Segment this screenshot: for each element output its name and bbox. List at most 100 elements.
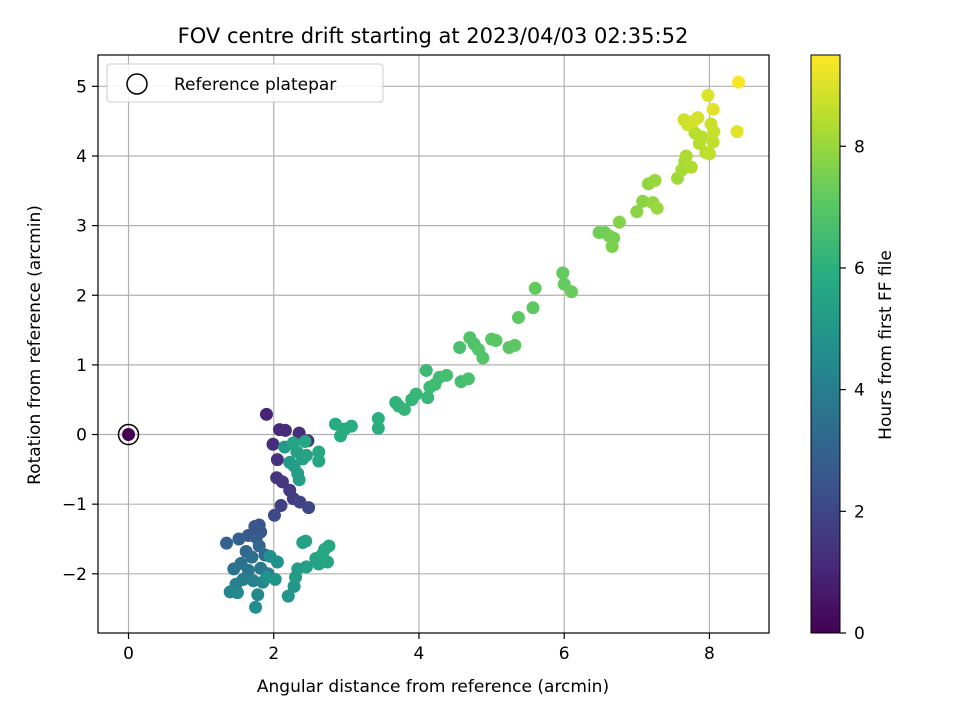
colorbar-label: Hours from first FF file [876,250,896,440]
reference-point [122,428,135,442]
data-point [267,508,281,522]
data-point [220,536,234,550]
data-point [461,372,475,386]
data-point [528,281,542,295]
data-point [409,387,423,401]
data-point [286,436,300,450]
data-point [564,285,578,299]
colorbar-ticks: 0 2 4 6 8 [840,137,865,644]
colorbar-tick-label: 8 [854,137,865,157]
data-point [453,340,467,354]
data-point [371,421,385,435]
x-tick-label: 6 [559,644,570,664]
colorbar-gradient [810,54,841,634]
x-tick-label: 2 [268,644,279,664]
legend-marker-reference [126,73,148,95]
grid-lines [98,55,769,633]
data-point [440,368,454,382]
y-axis-ticks: −2 −1 0 1 2 3 4 5 [62,77,98,585]
plot-frame [97,54,770,634]
legend-box [106,63,384,103]
y-tick-label: 2 [76,286,87,306]
colorbar-tick-label: 2 [854,502,865,522]
data-point [679,149,693,163]
x-tick-label: 0 [123,644,134,664]
data-point [511,311,525,325]
data-point [281,589,295,603]
data-point [630,205,644,219]
data-point [605,240,619,254]
data-point [227,562,241,576]
data-point [702,147,716,161]
data-point [650,201,664,215]
data-point [249,600,263,614]
data-point [421,391,435,405]
data-point [508,338,522,352]
data-point [299,534,313,548]
data-point [419,363,433,377]
data-point [706,102,720,116]
y-tick-label: −1 [62,495,87,515]
colorbar-tick-label: 6 [854,259,865,279]
data-point [268,572,282,586]
data-point [701,88,715,102]
data-point [612,215,626,229]
data-point [266,437,280,451]
data-point [707,125,721,139]
data-point [695,130,709,144]
y-tick-label: 5 [76,77,87,97]
data-point [299,448,313,462]
data-points [117,75,745,614]
data-point [318,542,332,556]
y-tick-label: 3 [76,217,87,237]
data-point [299,560,313,574]
x-axis-ticks: 0 2 4 6 8 [123,633,715,664]
data-point [489,334,503,348]
data-point [732,75,745,89]
data-point [371,412,385,426]
legend-entry-reference: Reference platepar [174,75,336,95]
data-point [684,160,698,174]
data-point [648,173,662,187]
data-point [636,194,650,208]
reference-point-ring [117,423,140,446]
data-point [278,423,292,437]
data-point [232,532,246,546]
colorbar-tick-label: 0 [854,624,865,644]
data-point [259,407,273,421]
data-point [245,550,259,564]
data-point [270,555,284,569]
data-point [691,111,705,125]
data-point [344,419,358,433]
data-point [230,586,244,600]
x-tick-label: 4 [414,644,425,664]
data-point [298,434,312,448]
data-point [270,453,284,467]
data-point [476,351,490,365]
y-tick-label: 4 [76,147,87,167]
data-point [706,135,720,149]
data-point [292,473,306,487]
data-point [274,499,288,513]
data-point [302,501,316,515]
data-point [556,266,570,280]
chart-title: FOV centre drift starting at 2023/04/03 … [178,24,689,48]
legend: Reference platepar [106,63,384,103]
colorbar-tick-label: 4 [854,381,865,401]
y-tick-label: −2 [62,565,87,585]
data-point [312,445,326,459]
data-point [312,454,326,468]
data-point [320,555,334,569]
data-point [251,588,265,602]
y-tick-label: 0 [76,426,87,446]
data-point [526,301,540,315]
data-point [730,125,744,139]
data-point [397,402,411,416]
colorbar: 0 2 4 6 8 Hours from first FF file [810,54,896,644]
x-axis-label: Angular distance from reference (arcmin) [257,677,609,697]
y-axis-label: Rotation from reference (arcmin) [25,205,45,485]
x-tick-label: 8 [704,644,715,664]
y-tick-label: 1 [76,356,87,376]
